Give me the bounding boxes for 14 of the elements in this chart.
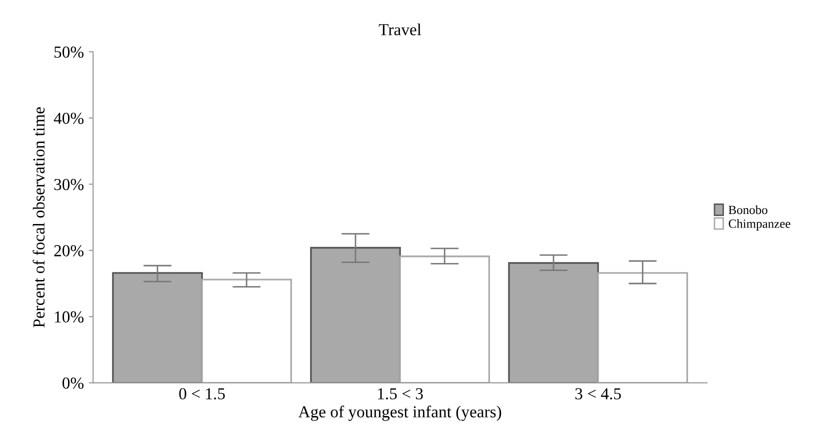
chart-title: Travel xyxy=(378,24,422,36)
x-tick-label: 1.5 < 3 xyxy=(378,388,423,400)
y-tick-label: 10% xyxy=(55,311,84,323)
x-tick-label: 3 < 4.5 xyxy=(575,388,621,400)
y-tick-label: 40% xyxy=(54,112,84,124)
x-tick-label: 0 < 1.5 xyxy=(179,388,225,400)
legend-label: Chimpanzee xyxy=(728,219,790,230)
x-axis-title: Age of youngest infant (years) xyxy=(298,406,502,421)
legend-label: Bonobo xyxy=(728,205,768,214)
y-tick-label: 30% xyxy=(54,178,84,190)
y-tick-label: 50% xyxy=(54,46,84,58)
y-tick-label: 0% xyxy=(62,378,84,389)
y-tick-label: 20% xyxy=(54,245,84,256)
y-axis-title: Percent of focal observation time xyxy=(32,107,45,328)
